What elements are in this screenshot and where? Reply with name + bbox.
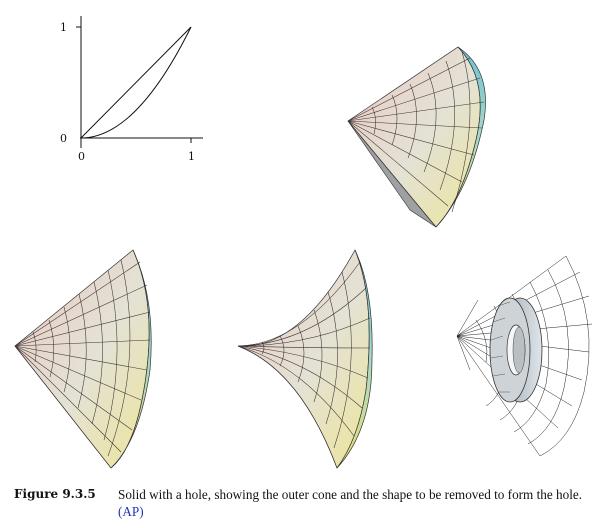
- x-tick-1: 1: [188, 150, 195, 163]
- y-tick-1: 1: [60, 21, 67, 34]
- y-tick-0: 0: [60, 132, 67, 145]
- caption-text: Solid with a hole, showing the outer con…: [118, 487, 583, 502]
- line-y-equals-x: [80, 26, 192, 139]
- wireframe-with-ring-3d: [456, 255, 593, 457]
- curve-y-equals-x-squared: [80, 26, 192, 139]
- figure-label: Figure 9.3.5: [14, 487, 96, 501]
- figure-9-3-5: 1 0 0 1: [14, 16, 593, 469]
- curved-shape-3d: [237, 249, 373, 469]
- x-tick-0: 0: [78, 150, 85, 163]
- curve-plot: 1 0 0 1: [60, 16, 203, 163]
- outer-cone-3d: [14, 249, 152, 469]
- ap-link[interactable]: (AP): [118, 504, 144, 519]
- figure-caption: Figure 9.3.5 Solid with a hole, showing t…: [14, 486, 599, 520]
- solid-with-hole-3d: [347, 46, 486, 228]
